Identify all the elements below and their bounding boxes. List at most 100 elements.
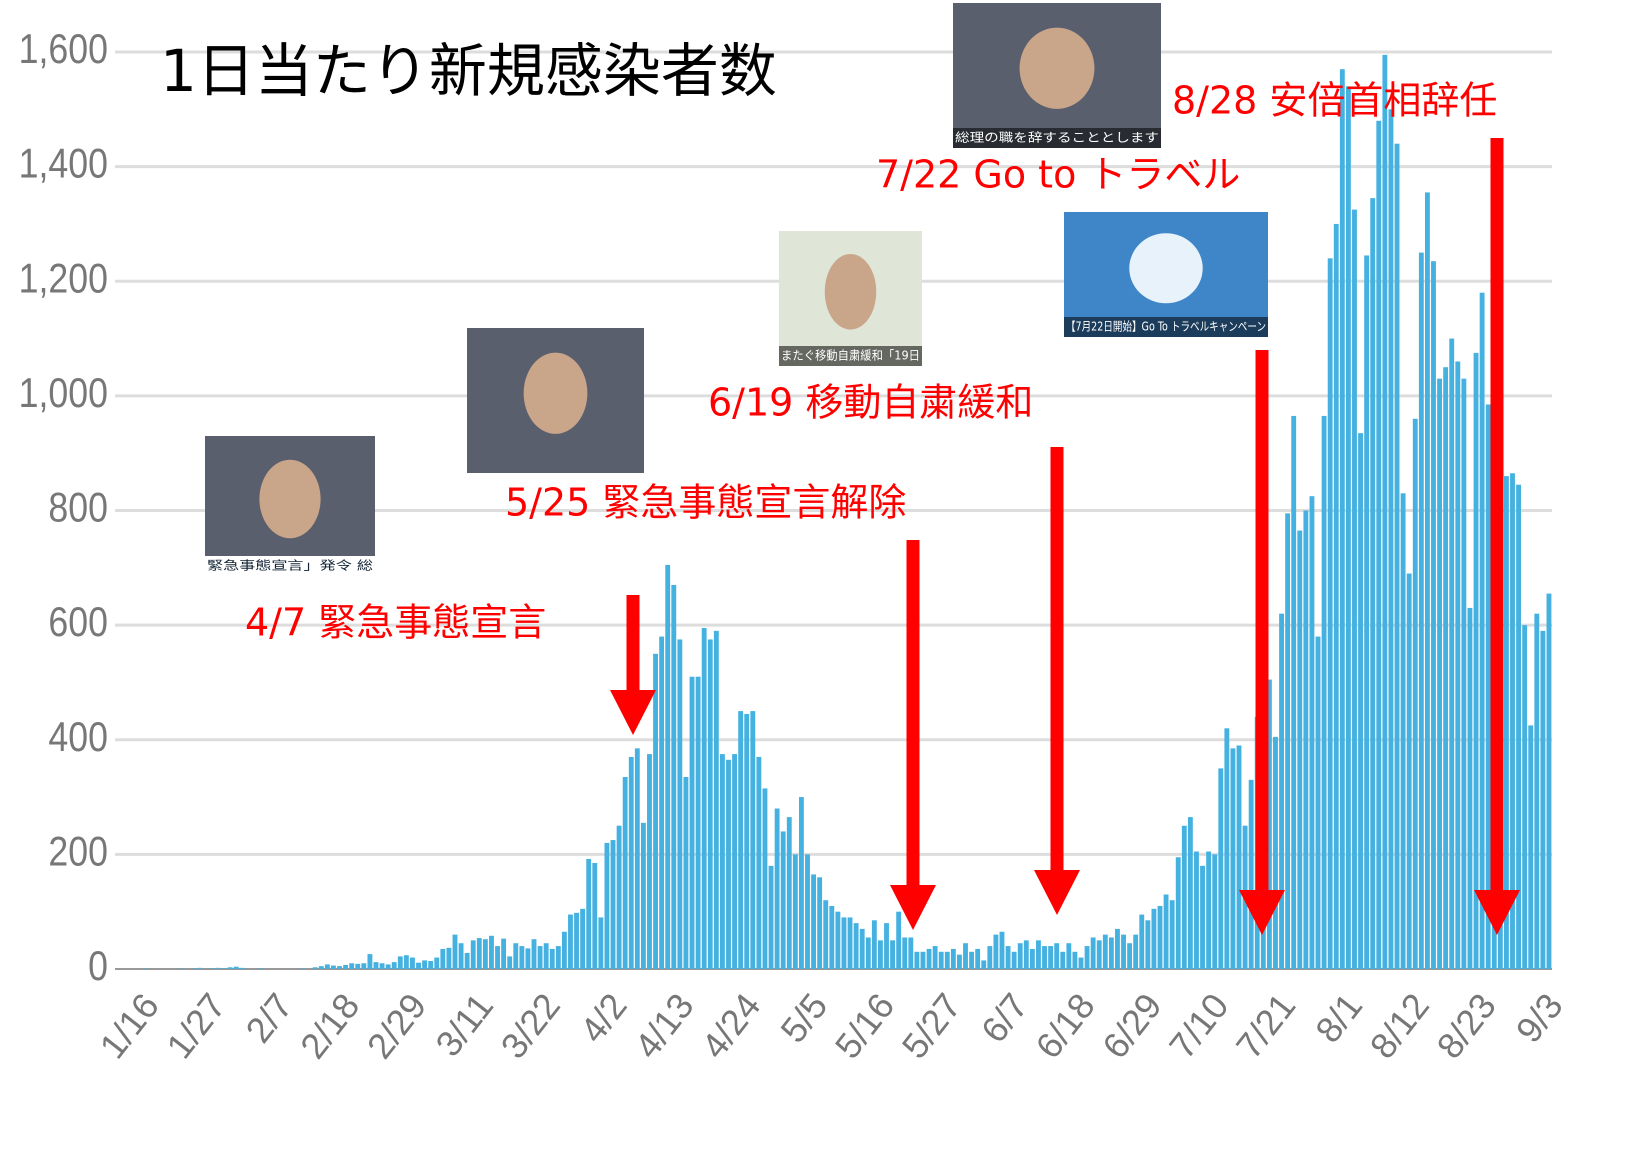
bar	[945, 952, 950, 969]
bar	[1151, 909, 1156, 969]
bar	[823, 900, 828, 969]
bar	[471, 940, 476, 969]
bar	[404, 955, 409, 969]
bar	[1230, 748, 1235, 969]
bar	[1401, 493, 1406, 969]
bar	[866, 937, 871, 969]
bar	[513, 943, 518, 969]
bar	[1085, 946, 1090, 969]
bar	[659, 637, 664, 969]
bar	[981, 960, 986, 969]
bar	[1066, 943, 1071, 969]
bar	[1060, 952, 1065, 969]
bar	[684, 777, 689, 969]
bar	[525, 948, 530, 969]
bar	[1079, 958, 1084, 969]
bar	[313, 967, 318, 969]
bar	[1006, 946, 1011, 969]
bar	[325, 964, 330, 969]
bar	[1322, 416, 1327, 969]
photo-caption: 総理の職を辞することとします	[955, 130, 1159, 145]
bar	[617, 826, 622, 969]
photo-caption: 【7月22日開始】Go To トラベルキャンペーン	[1066, 320, 1266, 334]
y-tick-label: 600	[48, 600, 108, 646]
bar	[1413, 419, 1418, 969]
bar	[714, 631, 719, 969]
photo-figure	[1129, 233, 1202, 303]
x-tick-label: 7/21	[1228, 986, 1303, 1066]
bar	[222, 968, 227, 969]
arrow-head	[1034, 870, 1080, 915]
bar	[495, 946, 500, 969]
bar	[1249, 780, 1254, 969]
bar	[1364, 255, 1369, 969]
bar	[1486, 404, 1491, 969]
bar	[1109, 937, 1114, 969]
x-tick-label: 8/12	[1362, 986, 1437, 1066]
y-tick-label: 1,400	[19, 141, 108, 187]
bar	[769, 866, 774, 969]
x-tick-label: 2/18	[292, 986, 367, 1066]
bar	[1170, 900, 1175, 969]
bar	[568, 915, 573, 969]
bar	[1376, 121, 1381, 969]
bar	[993, 935, 998, 969]
bar	[410, 958, 415, 969]
bar	[1522, 625, 1527, 969]
bar	[1382, 55, 1387, 969]
bar	[1297, 531, 1302, 969]
bar	[1224, 728, 1229, 969]
arrow-head	[610, 690, 656, 735]
bar	[1188, 817, 1193, 969]
y-tick-label: 1,000	[19, 370, 108, 416]
bar	[1346, 86, 1351, 969]
bar	[380, 963, 385, 969]
bar	[586, 859, 591, 969]
y-tick-label: 0	[88, 943, 108, 989]
bar	[258, 968, 263, 969]
bar	[1103, 935, 1108, 969]
bar	[367, 954, 372, 969]
bar	[811, 874, 816, 969]
bar	[1182, 826, 1187, 969]
bar	[216, 968, 221, 969]
bar	[434, 958, 439, 969]
bar	[319, 966, 324, 969]
x-tick-label: 9/3	[1508, 986, 1571, 1051]
bar	[884, 923, 889, 969]
bar	[872, 920, 877, 969]
bar	[1133, 935, 1138, 969]
bar	[635, 748, 640, 969]
bar	[1273, 737, 1278, 969]
bar	[343, 965, 348, 969]
bar	[428, 961, 433, 969]
bar	[489, 936, 494, 969]
bar	[1200, 866, 1205, 969]
bar	[623, 777, 628, 969]
bar	[1012, 952, 1017, 969]
bar	[677, 639, 682, 969]
annotation-label: 5/25 緊急事態宣言解除	[505, 481, 906, 525]
bar	[1206, 852, 1211, 969]
bar	[1437, 379, 1442, 969]
y-tick-label: 400	[48, 714, 108, 760]
x-tick-label: 5/16	[827, 986, 902, 1066]
bar	[1407, 574, 1412, 969]
bar	[1054, 943, 1059, 969]
bar	[331, 966, 336, 969]
photo-figure	[1020, 28, 1095, 109]
chart: 02004006008001,0001,2001,4001,6001/161/2…	[0, 0, 1642, 1153]
bar	[355, 964, 360, 969]
bar	[501, 939, 506, 969]
bar	[1176, 857, 1181, 969]
bar	[1127, 943, 1132, 969]
bar	[726, 760, 731, 969]
bar	[732, 754, 737, 969]
bar	[951, 949, 956, 969]
bar	[939, 952, 944, 969]
bar	[459, 943, 464, 969]
bar	[896, 912, 901, 969]
bar	[465, 953, 470, 969]
annotation-label: 8/28 安倍首相辞任	[1172, 79, 1497, 123]
photo-figure	[259, 460, 320, 538]
